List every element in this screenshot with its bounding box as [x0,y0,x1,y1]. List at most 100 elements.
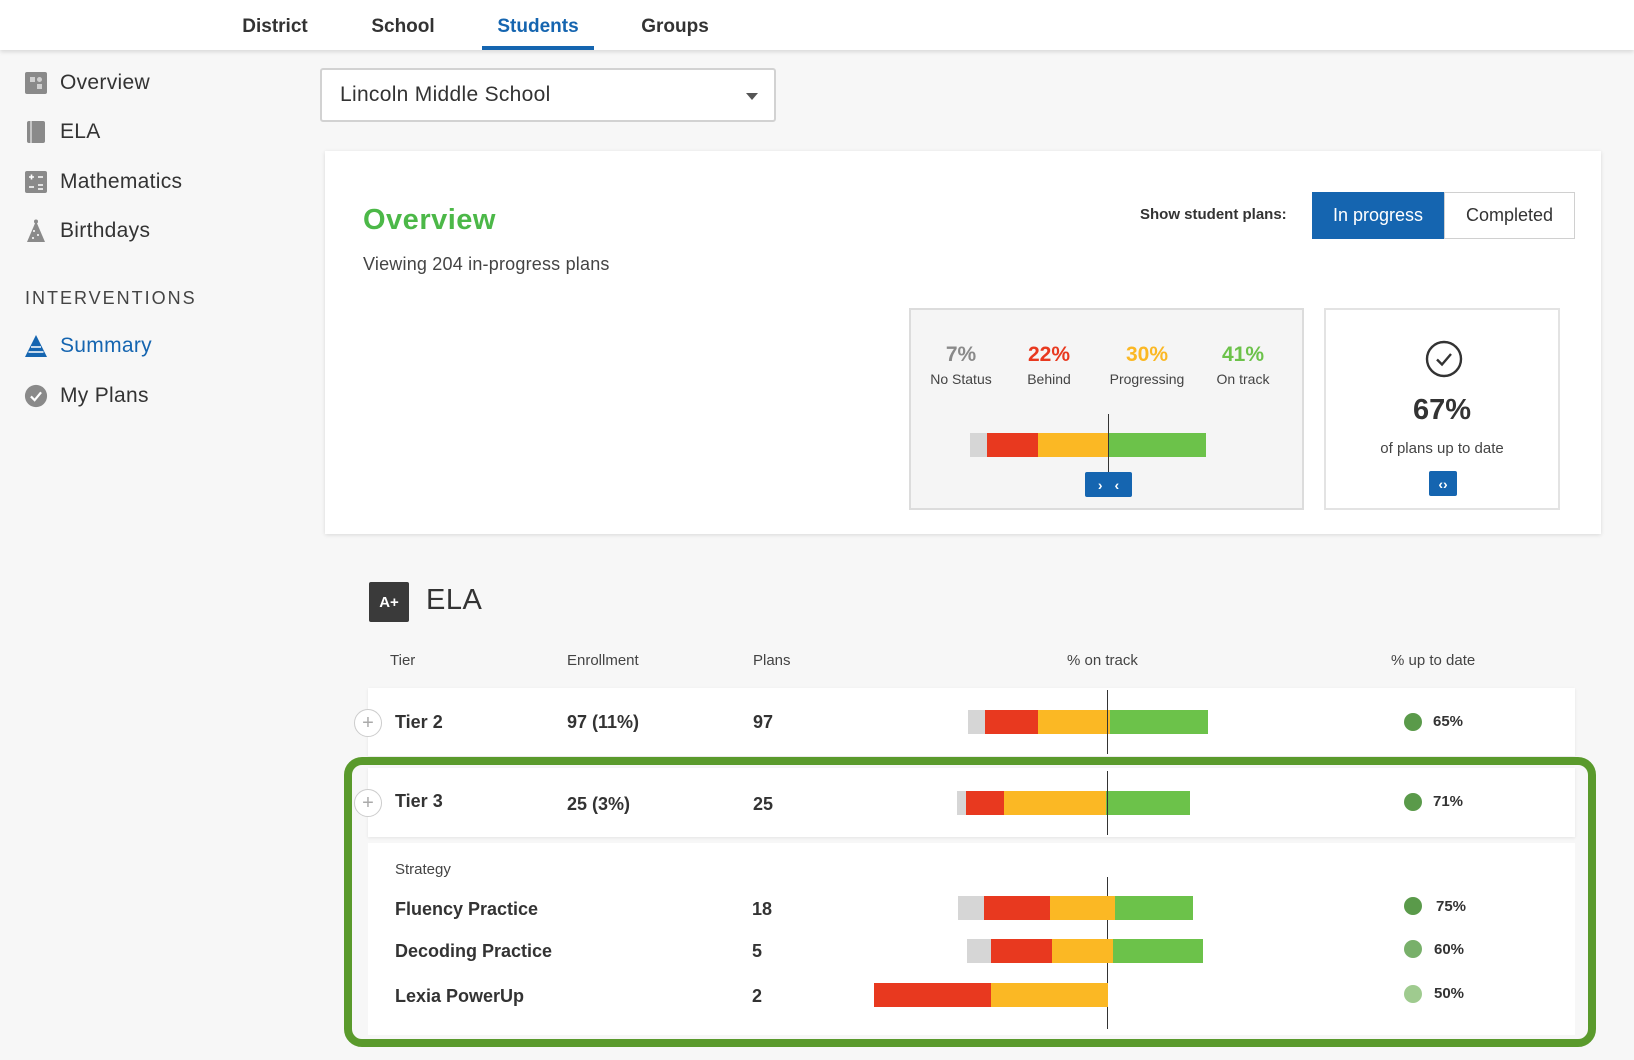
interventions-section-label: INTERVENTIONS [25,288,197,308]
tier-enrollment: 25 (3%) [567,794,631,814]
center-divider [1107,771,1108,835]
chevron-right-icon: › [1097,476,1103,493]
school-select-value: Lincoln Middle School [340,83,551,106]
column-header-enrollment: Enrollment [567,652,639,669]
bar-segment-behind [874,983,991,1007]
calculator-icon [24,170,48,194]
up-to-date-dot [1404,713,1422,731]
party-hat-icon [24,219,48,243]
sidebar-item-birthdays[interactable]: Birthdays [24,216,150,246]
code-chevrons-icon: ‹› [1438,475,1448,492]
tier-name: Tier 3 [395,791,443,811]
tier-plans: 25 [753,794,774,814]
top-nav: District School Students Groups [0,0,1634,50]
sidebar-item-mathematics[interactable]: Mathematics [24,167,182,197]
expand-plus-icon[interactable]: + [354,709,382,737]
sidebar-item-summary[interactable]: Summary [24,331,152,361]
stat-behind: 22% Behind [1019,343,1079,387]
in-progress-button[interactable]: In progress [1312,192,1444,239]
bar-segment-no-status [957,791,967,815]
lexia-status-bar [874,983,1108,1007]
center-divider [1108,414,1109,478]
column-header-plans: Plans [753,652,791,669]
check-circle-icon [24,384,48,408]
stat-no-status: 7% No Status [927,343,995,387]
bar-segment-on-track [1113,939,1203,963]
strategy-up-to-date: 50% [1434,985,1465,1002]
tier-up-to-date: 65% [1433,713,1464,730]
bar-segment-no-status [970,433,987,457]
chevron-down-icon [746,93,758,100]
stat-label: No Status [930,371,992,387]
sidebar-item-ela[interactable]: ELA [24,117,101,147]
tier-enrollment: 97 (11%) [567,712,640,732]
strategy-plans: 2 [752,986,763,1006]
expand-code-button[interactable]: ‹› [1429,471,1457,496]
overview-card: Overview Viewing 204 in-progress plans S… [325,151,1601,534]
bar-segment-no-status [967,939,991,963]
plans-toggle-label: Show student plans: [1140,206,1287,223]
sidebar-item-label: Overview [60,71,150,94]
up-to-date-box: 67% of plans up to date ‹› [1324,308,1560,510]
plan-status-box: 7% No Status 22% Behind 30% Progressing … [909,308,1304,510]
fluency-status-bar [958,896,1193,920]
tier-3-status-bar [957,791,1190,815]
tab-school[interactable]: School [371,16,435,37]
tier-name: Tier 2 [395,712,443,732]
sidebar-item-label: Summary [60,334,152,357]
ela-badge: A+ [369,582,409,622]
overview-status-bar [970,433,1206,457]
bar-segment-behind [966,791,1004,815]
strategy-name: Lexia PowerUp [395,986,525,1006]
strategy-header: Strategy [395,861,451,878]
completed-button[interactable]: Completed [1444,192,1575,239]
up-to-date-pct: 67% [1412,394,1472,426]
tab-students[interactable]: Students [482,16,594,50]
bar-segment-progressing [1038,433,1110,457]
bar-segment-no-status [968,710,985,734]
bar-segment-on-track [1109,710,1208,734]
strategy-plans: 18 [752,899,773,919]
tab-district[interactable]: District [242,16,308,37]
up-to-date-dot [1404,985,1422,1003]
strategy-up-to-date: 75% [1436,898,1467,915]
stat-pct: 7% [945,343,977,366]
column-header-on-track: % on track [1067,652,1138,669]
stat-pct: 22% [1027,343,1071,366]
school-select[interactable]: Lincoln Middle School [320,68,776,122]
stat-on-track: 41% On track [1208,343,1278,387]
tier-2-status-bar [968,710,1208,734]
overview-title: Overview [363,204,496,236]
sidebar-item-label: Birthdays [60,219,151,242]
stat-progressing: 30% Progressing [1099,343,1195,387]
up-to-date-dot [1404,897,1422,915]
up-to-date-label: of plans up to date [1380,440,1504,457]
tier-plans: 97 [753,712,774,732]
stat-pct: 41% [1221,343,1265,366]
sidebar-item-overview[interactable]: Overview [24,68,150,98]
bar-segment-on-track [1106,791,1190,815]
bar-segment-behind [983,896,1050,920]
ela-title: ELA [426,584,483,616]
strategy-up-to-date: 60% [1434,941,1465,958]
stat-label: On track [1216,371,1270,387]
bar-segment-progressing [1003,791,1107,815]
bar-segment-behind [984,710,1038,734]
up-to-date-dot [1404,793,1422,811]
collapse-chevrons-button[interactable]: › ‹ [1085,472,1132,497]
tier-up-to-date: 71% [1433,793,1464,810]
bar-segment-no-status [958,896,984,920]
bar-segment-on-track [1115,896,1193,920]
decoding-status-bar [967,939,1203,963]
sidebar-item-label: My Plans [60,384,149,407]
bar-segment-on-track [1109,433,1206,457]
puzzle-icon [24,71,48,95]
stat-pct: 30% [1125,343,1169,366]
overview-subtitle: Viewing 204 in-progress plans [363,254,610,274]
strategy-name: Fluency Practice [395,899,539,919]
expand-plus-icon[interactable]: + [354,789,382,817]
sidebar-item-my-plans[interactable]: My Plans [24,381,149,411]
up-to-date-dot [1404,940,1422,958]
bar-segment-behind [986,433,1039,457]
tab-groups[interactable]: Groups [641,16,709,37]
